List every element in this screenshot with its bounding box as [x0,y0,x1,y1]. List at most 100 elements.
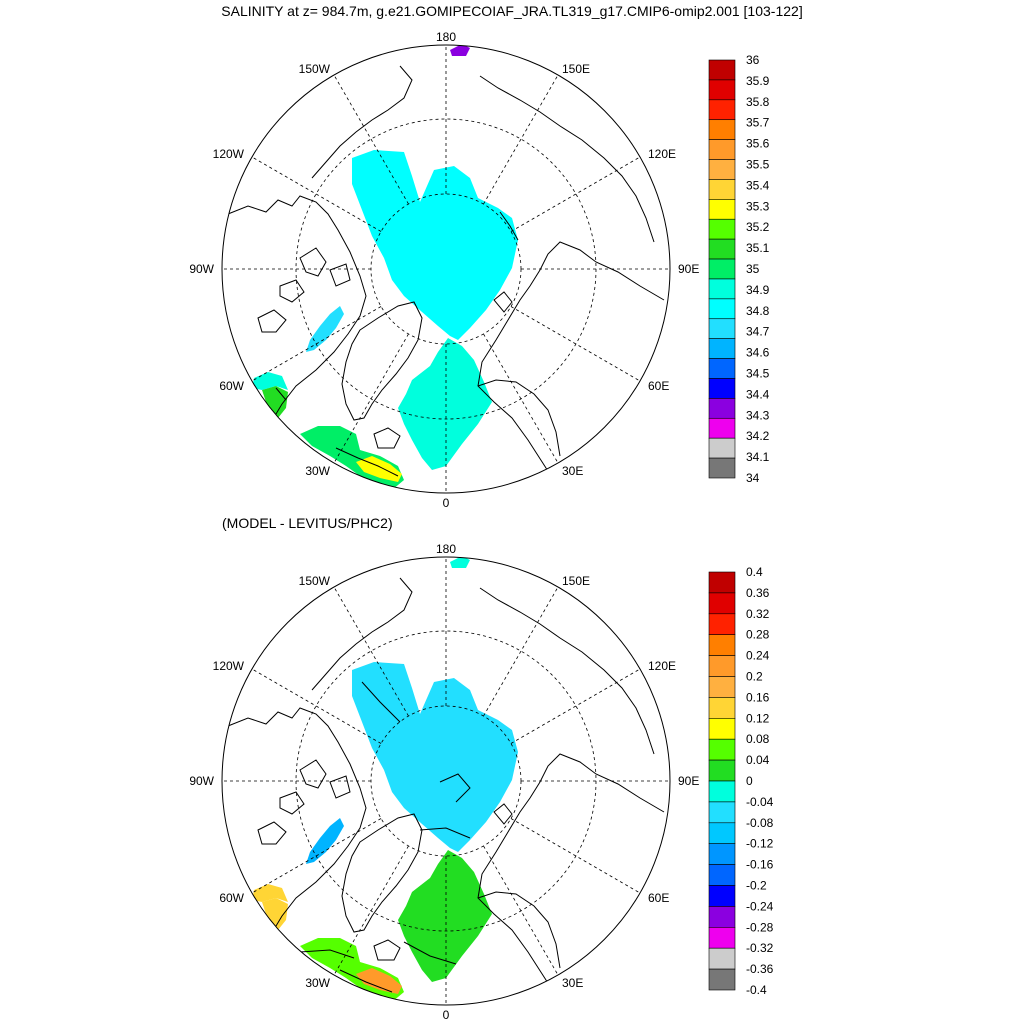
colorbar-swatch [708,437,736,459]
meridian-line [251,818,382,894]
colorbar-swatch [708,906,736,928]
lon-label-30e: 30E [562,464,583,478]
lon-label-90w: 90W [189,262,214,276]
colorbar-swatch [708,655,736,677]
greenland-coast [341,813,423,933]
colorbar-tick-label: 35.8 [746,95,770,109]
meridian-line [483,845,559,976]
contour-lines [299,681,471,993]
north-america-coast [227,707,367,943]
pacific-spot-field [450,557,470,568]
colorbar-tick-label: 0.12 [746,711,770,725]
colorbar-swatch [708,199,736,220]
meridian-line [510,156,641,232]
colorbar-tick-label: 35.3 [746,199,770,213]
colorbar-swatch [708,697,736,719]
colorbar-swatch [708,139,736,160]
colorbar-tick-label: -0.16 [746,858,774,872]
colorbar-swatch [708,179,736,200]
colorbar-swatch [708,718,736,740]
eurasia-coast [477,241,665,489]
lon-label-90e: 90E [678,774,699,788]
difference-colorbar: 0.4 0.36 0.32 0.28 0.24 0.2 0.16 0.12 0.08 0.04 0 -… [708,565,774,997]
ocean-field-shading [252,557,518,1002]
salinity-polar-map: 180 150E 120E 90E 60E 30E 0 30W 60W 90W … [189,30,699,510]
colorbar-swatch [708,59,736,81]
irminger-sea-field [262,898,288,930]
colorbar-tick-label: 35.2 [746,220,770,234]
nordic-seas-field [398,850,492,982]
pacific-spot-field [450,45,470,56]
greenland-coast [341,301,423,421]
colorbar-tick-label: 35.5 [746,158,770,172]
colorbar-swatch [708,318,736,339]
map-boundary [221,44,671,494]
lon-label-60e: 60E [648,379,669,393]
iceland-south-field [356,456,402,482]
colorbar-tick-label: 0.4 [746,565,763,579]
colorbar-tick-label: 0.2 [746,670,763,684]
iceland-basin-field [300,938,404,1002]
lon-label-30w: 30W [305,464,330,478]
lon-label-60w: 60W [219,891,244,905]
colorbar-swatch [708,571,736,594]
meridian-line [251,156,382,232]
lon-label-150e: 150E [562,62,590,76]
colorbar-tick-label: 34.6 [746,346,770,360]
colorbar-swatch [708,417,736,439]
colorbar-swatch [708,338,736,359]
colorbar-tick-label: 35.9 [746,74,770,88]
colorbar-tick-label: 0 [746,774,753,788]
colorbar-tick-label: 0.24 [746,649,770,663]
colorbar-tick-label: 34.3 [746,408,770,422]
colorbar-tick-label: 35.6 [746,137,770,151]
svalbard [493,803,513,825]
colorbar-tick-label: 35.1 [746,241,770,255]
colorbar-swatch [708,398,736,419]
siberia-coast [479,75,655,243]
alaska-coast [311,65,413,179]
meridian-line [510,818,641,894]
colorbar-tick-label: 34.2 [746,429,770,443]
colorbar-tick-label: -0.04 [746,795,774,809]
longitude-labels: 180 150E 120E 90E 60E 30E 0 30W 60W 90W … [189,30,699,510]
lon-label-150w: 150W [299,574,331,588]
colorbar-tick-label: -0.2 [746,879,767,893]
colorbar-swatch [708,759,736,782]
colorbar-tick-label: 35.4 [746,178,770,192]
lon-label-30w: 30W [305,976,330,990]
salinity-colorbar: 36 35.9 35.8 35.7 35.6 35.5 35.4 35.3 35.2 35.1 35… [708,53,770,485]
scandinavia-coast [477,379,561,457]
colorbar-swatch [708,79,736,101]
meridian-line [251,306,382,382]
meridian-lines [222,45,670,493]
lon-label-30e: 30E [562,976,583,990]
colorbar-swatch [708,864,736,886]
colorbar-swatch [708,676,736,698]
baffin-bay-field [306,306,344,352]
colorbar-tick-label: 34.5 [746,367,770,381]
colorbar-swatch [708,947,736,970]
lon-label-90e: 90E [678,262,699,276]
colorbar-tick-label: 34.8 [746,304,770,318]
colorbar-tick-label: -0.12 [746,837,774,851]
meridian-line [251,668,382,744]
iceland-island [373,939,401,961]
colorbar-tick-label: 36 [746,53,760,67]
lon-label-120e: 120E [648,147,676,161]
colorbar-tick-label: -0.36 [746,962,774,976]
svalbard [493,291,513,313]
meridian-line [483,74,559,205]
meridian-line [333,586,409,717]
longitude-labels: 180 150E 120E 90E 60E 30E 0 30W 60W 90W … [189,542,699,1022]
colorbar-tick-label: -0.24 [746,899,774,913]
lon-label-0: 0 [443,1008,450,1022]
colorbar-swatch [708,457,736,479]
labrador-sea-field [252,372,288,390]
colorbar-swatch [708,298,736,320]
meridian-line [510,668,641,744]
lon-label-150e: 150E [562,574,590,588]
ocean-field-shading [252,45,518,490]
colorbar-tick-label: 0.04 [746,753,770,767]
graticule [222,557,670,1005]
